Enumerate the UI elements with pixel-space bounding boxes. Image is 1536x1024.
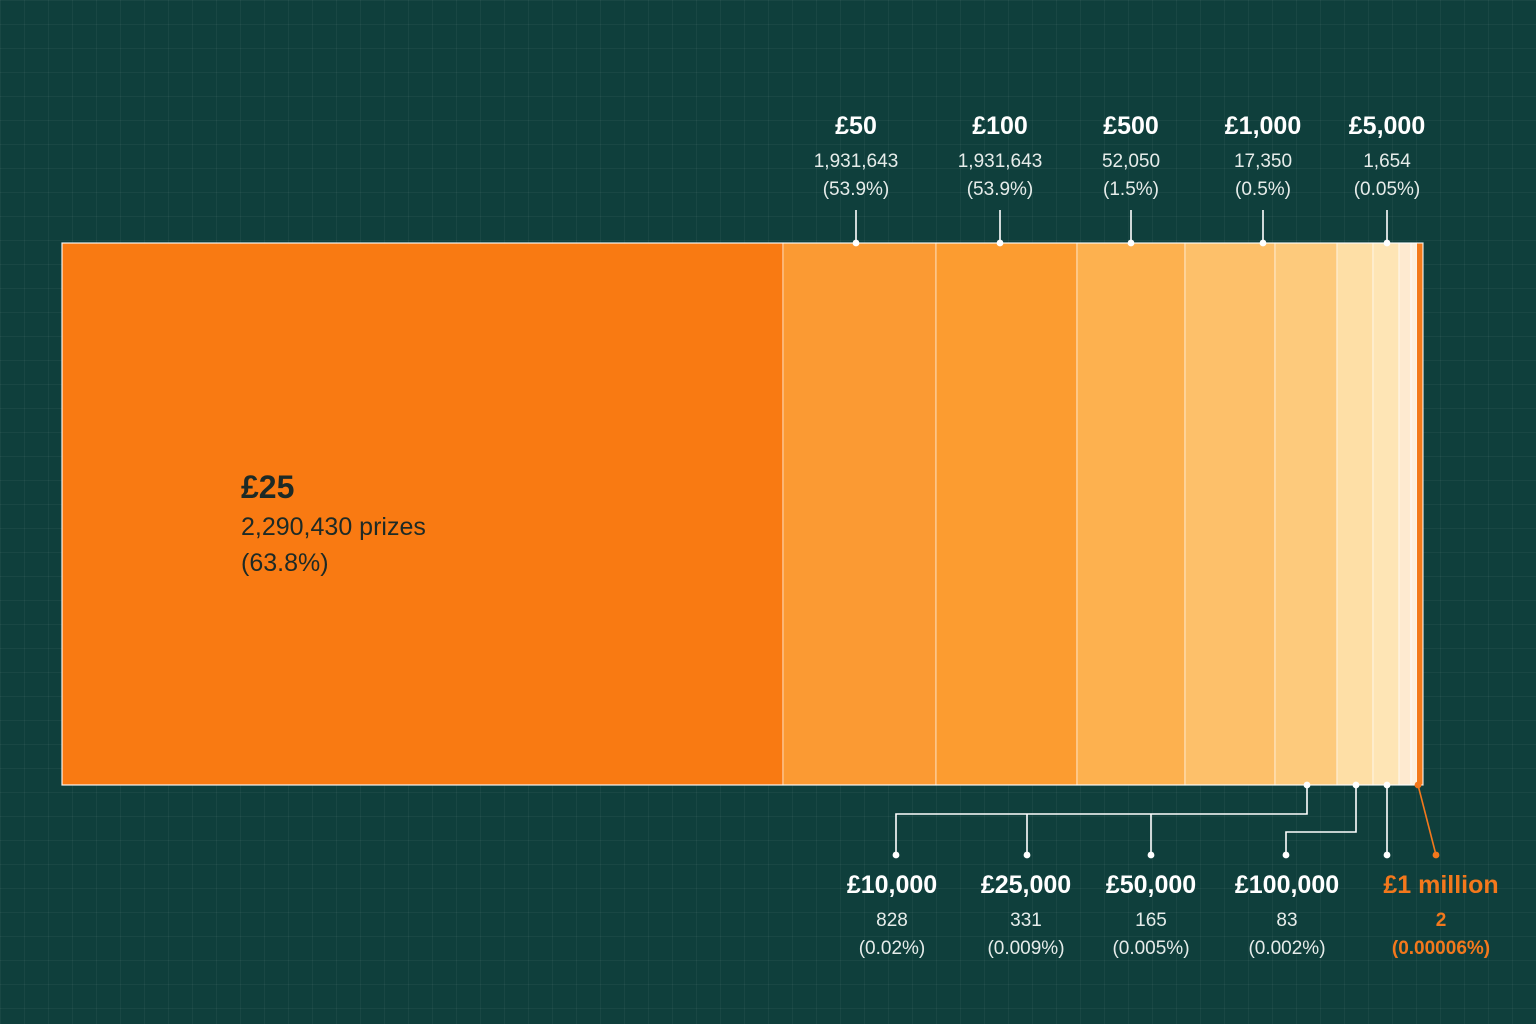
prize-amount-label: £50,000 (1106, 871, 1196, 899)
segment-labels: £25 2,290,430 prizes (63.8%) £50 1,931,643 (5… (241, 112, 1499, 959)
connector-1-million (1417, 784, 1437, 856)
prize-amount-label: £25 (241, 469, 294, 505)
prize-count-label: 1,931,643 (958, 151, 1043, 172)
prize-percent-label: (1.5%) (1103, 179, 1159, 200)
bar-segment-25 (61, 242, 784, 786)
prize-percent-label: (0.002%) (1248, 938, 1325, 959)
bar-segment-50000 (1398, 242, 1412, 786)
connector-dot-100000 (1352, 781, 1360, 789)
bar-segment-1000 (1184, 242, 1276, 786)
connector-100000 (1285, 785, 1357, 855)
bar-segments (61, 242, 1424, 786)
prize-percent-label: (0.05%) (1354, 179, 1421, 200)
connector-end-50000 (1147, 851, 1155, 859)
label-10000: £10,000 828 (0.02%) (847, 871, 937, 959)
label-100: £100 1,931,643 (53.9%) (958, 112, 1043, 200)
prize-count-label: 828 (876, 910, 908, 931)
prize-amount-label: £10,000 (847, 871, 937, 899)
bar-segment-100 (935, 242, 1078, 786)
connector-end-100000-b (1383, 851, 1391, 859)
prize-count-label: 83 (1276, 910, 1297, 931)
bar-segment-500 (1076, 242, 1186, 786)
prize-amount-label: £50 (835, 112, 877, 140)
connector-dot-50 (852, 239, 860, 247)
label-25000: £25,000 331 (0.009%) (981, 871, 1071, 959)
label-1000: £1,000 17,350 (0.5%) (1225, 112, 1301, 200)
bar-segment-25000 (1372, 242, 1400, 786)
prize-percent-label: (0.5%) (1235, 179, 1291, 200)
prize-percent-label: (0.02%) (859, 938, 926, 959)
bar-segment-5000 (1274, 242, 1338, 786)
connector-end-1-million (1432, 851, 1440, 859)
connector-dot-500 (1127, 239, 1135, 247)
prize-percent-label: (63.8%) (241, 549, 329, 577)
connector-end-10000 (892, 851, 900, 859)
connector-dot-1-million (1414, 781, 1422, 789)
label-100000: £100,000 83 (0.002%) (1235, 871, 1339, 959)
connector-10000 (895, 785, 1308, 855)
bar-segment-50 (782, 242, 937, 786)
prize-amount-label: £25,000 (981, 871, 1071, 899)
prize-count-label: 1,654 (1363, 151, 1411, 172)
label-connectors (852, 210, 1440, 859)
connector-dot-10000 (1303, 781, 1311, 789)
prize-percent-label: (53.9%) (967, 179, 1034, 200)
label-1-million: £1 million 2 (0.00006%) (1383, 871, 1498, 959)
label-50: £50 1,931,643 (53.9%) (814, 112, 899, 200)
connector-dot-100000-b (1383, 781, 1391, 789)
prize-percent-label: (0.00006%) (1392, 938, 1490, 959)
bar-segment-10000 (1336, 242, 1374, 786)
bar-segment-100000 (1410, 242, 1418, 786)
label-50000: £50,000 165 (0.005%) (1106, 871, 1196, 959)
label-500: £500 52,050 (1.5%) (1102, 112, 1160, 200)
prize-amount-label: £100 (972, 112, 1028, 140)
bar-segment-1-million (1417, 243, 1423, 785)
prize-count-label: 1,931,643 (814, 151, 899, 172)
connector-end-100000 (1282, 851, 1290, 859)
prize-count-label: 17,350 (1234, 151, 1292, 172)
prize-amount-label: £100,000 (1235, 871, 1339, 899)
bar-outline (61, 242, 1424, 786)
prize-amount-label: £1,000 (1225, 112, 1301, 140)
connector-end-25000 (1023, 851, 1031, 859)
prize-amount-label: £5,000 (1349, 112, 1425, 140)
prize-amount-label: £1 million (1383, 871, 1498, 899)
prize-percent-label: (53.9%) (823, 179, 890, 200)
prize-count-label: 2,290,430 prizes (241, 513, 426, 541)
prize-percent-label: (0.005%) (1112, 938, 1189, 959)
prize-count-label: 2 (1436, 910, 1447, 931)
connector-dot-5000 (1383, 239, 1391, 247)
prize-count-label: 331 (1010, 910, 1042, 931)
prize-count-label: 165 (1135, 910, 1167, 931)
connector-dot-100 (996, 239, 1004, 247)
label-25: £25 2,290,430 prizes (63.8%) (241, 469, 426, 577)
prize-count-label: 52,050 (1102, 151, 1160, 172)
connector-dot-1000 (1259, 239, 1267, 247)
prize-amount-label: £500 (1103, 112, 1159, 140)
prize-percent-label: (0.009%) (987, 938, 1064, 959)
label-5000: £5,000 1,654 (0.05%) (1349, 112, 1425, 200)
